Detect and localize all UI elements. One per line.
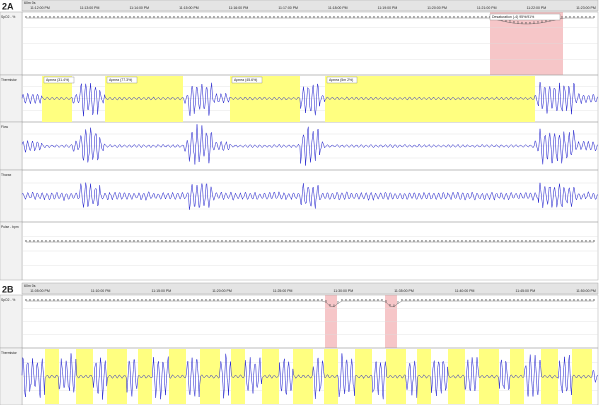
waveform (21, 82, 598, 117)
time-label: 11:45:00 PM (516, 289, 536, 293)
annotation-box (231, 76, 263, 84)
time-bar (21, 282, 599, 295)
apnea-region (572, 349, 592, 404)
annotation-box (106, 76, 138, 84)
apnea-region (42, 76, 72, 122)
waveform (21, 182, 598, 210)
time-label: 11:20:00 PM (212, 289, 232, 293)
apnea-region (231, 349, 245, 404)
duration: 60m 0s (24, 1, 36, 5)
channel-label-box (0, 169, 23, 223)
time-label: 11:15:00 PM (152, 289, 172, 293)
time-label: 11:14:00 PM (129, 6, 149, 10)
time-label: 11:10:00 PM (91, 289, 111, 293)
apnea-region (230, 76, 300, 122)
time-bar (21, 0, 599, 12)
time-label: 11:16:00 PM (229, 6, 249, 10)
time-label: 11:21:00 PM (477, 6, 497, 10)
time-label: 11:40:00 PM (455, 289, 475, 293)
time-label: 11:25:00 PM (273, 289, 293, 293)
time-label: 11:20:00 PM (427, 6, 447, 10)
channel-label-box (0, 294, 23, 349)
time-label: 11:05:00 PM (30, 289, 50, 293)
waveform (21, 353, 598, 400)
channel-label-box (0, 121, 23, 171)
annotation: Apnea (5m 2%) (329, 78, 353, 82)
apnea-region (355, 349, 372, 404)
channel-label-box (0, 221, 23, 281)
annotation: Apnea (45.6%) (234, 78, 257, 82)
time-label: 11:12:00 PM (30, 6, 50, 10)
apnea-region (169, 349, 186, 404)
spo2-trace (26, 17, 594, 25)
channel-label-box (0, 74, 23, 123)
duration: 60m 0s (24, 284, 36, 288)
annotation-box (489, 13, 561, 21)
channel-label-box (0, 347, 23, 405)
channel-label: Thermistor (1, 78, 18, 82)
apnea-region (386, 349, 406, 404)
time-label: 11:30:00 PM (334, 289, 354, 293)
annotation: Apnea (31.4%) (46, 78, 69, 82)
channel-label: SpO2 - % (1, 298, 15, 302)
time-label: 11:23:00 PM (576, 6, 596, 10)
time-label: 11:50:00 PM (576, 289, 596, 293)
panel-label: 2A (2, 1, 14, 11)
apnea-region (479, 349, 499, 404)
time-label: 11:18:00 PM (328, 6, 348, 10)
waveform (21, 124, 598, 166)
time-label: 11:35:00 PM (394, 289, 414, 293)
spo2-trace (26, 300, 594, 307)
channel-label: SpO2 - % (1, 15, 15, 19)
time-label: 11:22:00 PM (527, 6, 547, 10)
channel-label: Thorax (1, 173, 12, 177)
channel-label: Pulse - bpm (1, 225, 19, 229)
apnea-region (541, 349, 558, 404)
apnea-region (45, 349, 59, 404)
annotation: Apnea (77.3%) (109, 78, 132, 82)
annotation-box (43, 76, 75, 84)
time-label: 11:13:00 PM (80, 6, 100, 10)
channel-label: Flow (1, 125, 9, 129)
annotation-box (326, 76, 358, 84)
time-label: 11:15:00 PM (179, 6, 199, 10)
time-label: 11:19:00 PM (378, 6, 398, 10)
apnea-region (417, 349, 431, 404)
apnea-region (107, 349, 127, 404)
channel-label: Thermistor (1, 351, 18, 355)
channel-label-box (0, 11, 23, 76)
time-label: 11:17:00 PM (278, 6, 298, 10)
annotation: Desaturation (-4) 95%/91% (492, 15, 534, 19)
apnea-region (293, 349, 313, 404)
panel-label: 2B (2, 284, 14, 294)
